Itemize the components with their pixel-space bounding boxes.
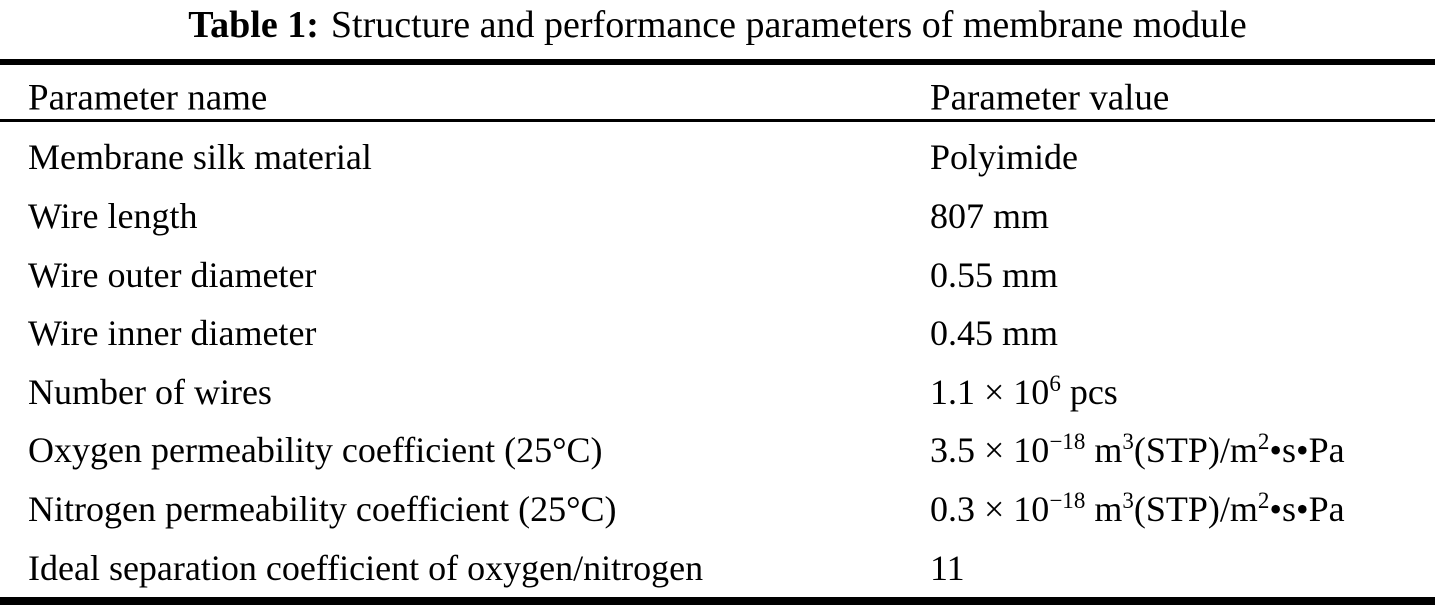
row-value: 0.45 mm [930, 313, 1059, 354]
table-row: Membrane silk material Polyimide [0, 128, 1435, 187]
table-caption-text: Structure and performance parameters of … [330, 4, 1247, 46]
row-name: Wire outer diameter [28, 254, 317, 295]
row-value: 3.5 × 10−18 m3(STP)/m2•s•Pa [930, 428, 1345, 471]
row-name: Wire inner diameter [28, 313, 317, 354]
table-row: Wire inner diameter 0.45 mm [0, 304, 1435, 363]
table-top-rule [0, 59, 1435, 65]
row-value: 0.3 × 10−18 m3(STP)/m2•s•Pa [930, 487, 1345, 530]
table-row: Oxygen permeability coefficient (25°C) 3… [0, 421, 1435, 480]
table-caption-label: Table 1: [188, 4, 319, 46]
row-value: 11 [930, 547, 965, 588]
row-name: Wire length [28, 195, 198, 236]
row-name: Membrane silk material [28, 137, 372, 178]
row-name: Nitrogen permeability coefficient (25°C) [28, 489, 617, 530]
table-header-row: Parameter name Parameter value [0, 76, 1435, 119]
header-parameter-value: Parameter value [930, 77, 1170, 118]
table-caption: Table 1: Structure and performance parame… [0, 2, 1435, 48]
row-name: Number of wires [28, 371, 272, 412]
table-body: Membrane silk material Polyimide Wire le… [0, 128, 1435, 597]
table-bottom-rule [0, 597, 1435, 605]
row-name: Ideal separation coefficient of oxygen/n… [28, 547, 704, 588]
row-value: 0.55 mm [930, 254, 1059, 295]
table-row: Wire length 807 mm [0, 187, 1435, 246]
table-row: Nitrogen permeability coefficient (25°C)… [0, 480, 1435, 539]
row-value: 807 mm [930, 195, 1050, 236]
row-value: Polyimide [930, 137, 1079, 178]
table-header-rule [0, 119, 1435, 122]
table-row: Wire outer diameter 0.55 mm [0, 245, 1435, 304]
table-row: Number of wires 1.1 × 106 pcs [0, 363, 1435, 422]
header-parameter-name: Parameter name [28, 77, 268, 118]
table-row: Ideal separation coefficient of oxygen/n… [0, 538, 1435, 597]
row-value: 1.1 × 106 pcs [930, 369, 1118, 412]
row-name: Oxygen permeability coefficient (25°C) [28, 430, 603, 471]
